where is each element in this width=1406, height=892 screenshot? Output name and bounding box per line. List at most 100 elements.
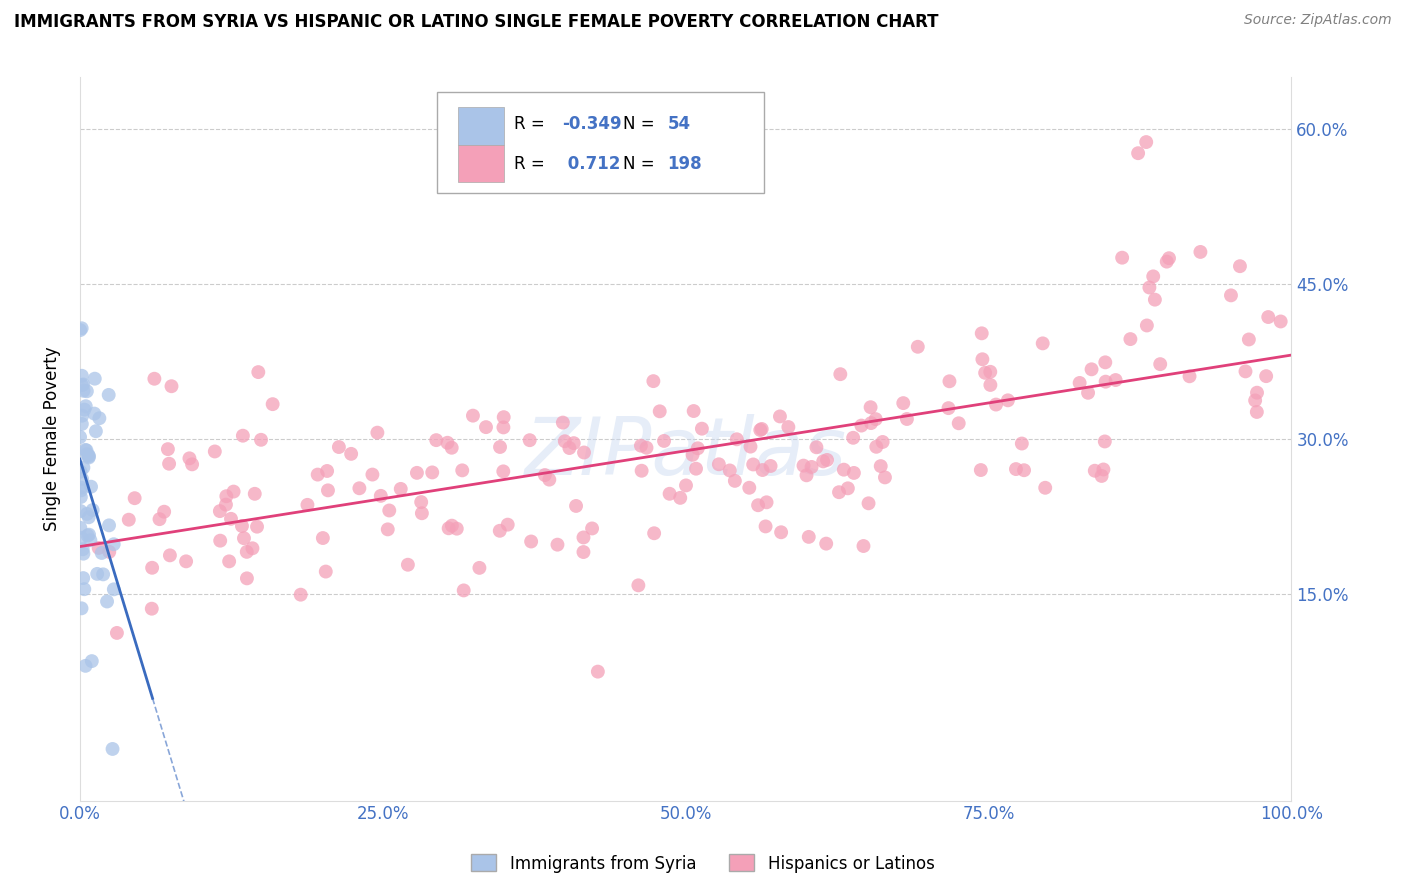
Point	[77, 449, 100, 463]
Point	[77, 527, 100, 541]
Point	[970, 463, 993, 477]
FancyBboxPatch shape	[437, 92, 765, 194]
Point	[891, 396, 914, 410]
Point	[76, 507, 98, 521]
Point	[1246, 405, 1268, 419]
Point	[778, 420, 800, 434]
Point	[974, 366, 997, 380]
Point	[538, 473, 561, 487]
Point	[91, 567, 114, 582]
Point	[865, 440, 887, 454]
Point	[468, 561, 491, 575]
Point	[80, 480, 103, 494]
Point	[69, 521, 91, 535]
Point	[938, 374, 960, 388]
Point	[77, 450, 100, 465]
Point	[76, 447, 98, 461]
Text: R =: R =	[513, 115, 544, 134]
Point	[370, 489, 392, 503]
Point	[865, 412, 887, 426]
Point	[340, 447, 363, 461]
Point	[948, 417, 970, 431]
Point	[218, 554, 240, 568]
Point	[361, 467, 384, 482]
Point	[755, 495, 778, 509]
Point	[1077, 385, 1099, 400]
Point	[797, 530, 820, 544]
Point	[832, 463, 855, 477]
Text: 198: 198	[668, 155, 702, 173]
Point	[77, 448, 100, 462]
Point	[796, 468, 818, 483]
Point	[70, 490, 93, 504]
Point	[156, 442, 179, 457]
Point	[554, 434, 576, 449]
Point	[1139, 280, 1161, 294]
Point	[219, 512, 242, 526]
Point	[842, 431, 865, 445]
Point	[759, 458, 782, 473]
Point	[181, 458, 204, 472]
Point	[896, 412, 918, 426]
Point	[83, 372, 105, 386]
Bar	[458, 107, 503, 145]
Point	[546, 538, 568, 552]
Point	[755, 519, 778, 533]
Point	[811, 454, 834, 468]
Point	[972, 352, 994, 367]
Point	[724, 474, 747, 488]
Point	[496, 517, 519, 532]
Point	[997, 393, 1019, 408]
Point	[572, 531, 595, 545]
Point	[682, 404, 704, 418]
Point	[1246, 385, 1268, 400]
Point	[83, 407, 105, 421]
Point	[316, 464, 339, 478]
Point	[73, 402, 96, 417]
Point	[246, 519, 269, 533]
Point	[425, 433, 447, 447]
Point	[406, 466, 429, 480]
Point	[800, 459, 823, 474]
Text: N =: N =	[623, 115, 654, 134]
Point	[1136, 318, 1159, 333]
Point	[411, 495, 433, 509]
Point	[103, 537, 125, 551]
Point	[440, 441, 463, 455]
Point	[675, 478, 697, 492]
Point	[815, 453, 838, 467]
Text: -0.349: -0.349	[562, 115, 621, 134]
Point	[378, 503, 401, 517]
Point	[1005, 462, 1028, 476]
Point	[461, 409, 484, 423]
Point	[1149, 357, 1171, 371]
Point	[436, 435, 458, 450]
Point	[70, 472, 93, 486]
Point	[1092, 462, 1115, 476]
Point	[215, 489, 238, 503]
Point	[84, 424, 107, 438]
Point	[160, 379, 183, 393]
Point	[72, 460, 94, 475]
Point	[179, 451, 201, 466]
Point	[148, 512, 170, 526]
Point	[377, 522, 399, 536]
Text: 54: 54	[668, 115, 690, 134]
Y-axis label: Single Female Poverty: Single Female Poverty	[44, 347, 60, 532]
Point	[630, 439, 652, 453]
Point	[209, 533, 232, 548]
Point	[1135, 135, 1157, 149]
Point	[520, 534, 543, 549]
Point	[89, 411, 111, 425]
Point	[141, 561, 163, 575]
Point	[437, 521, 460, 535]
Point	[1080, 362, 1102, 376]
Point	[685, 461, 707, 475]
Point	[446, 522, 468, 536]
Point	[572, 445, 595, 459]
Point	[233, 531, 256, 545]
Point	[1189, 244, 1212, 259]
Point	[1142, 269, 1164, 284]
Point	[451, 463, 474, 477]
Point	[312, 531, 335, 545]
